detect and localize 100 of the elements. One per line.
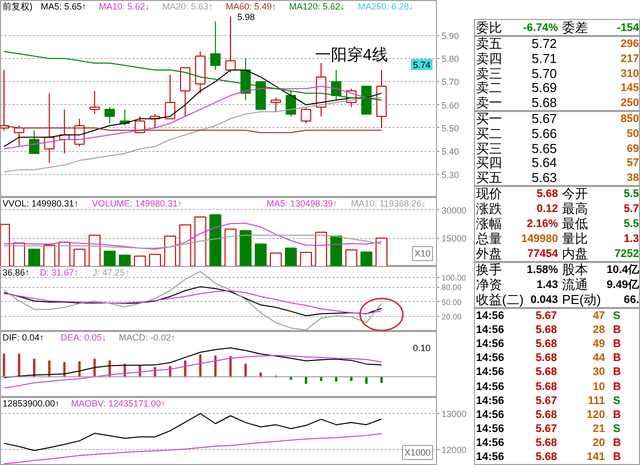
y-tick-label: 20.00 [442, 312, 462, 322]
text: 买三 5.65 [476, 140, 557, 156]
text: 5.68 [536, 324, 557, 336]
text: 流通 [562, 276, 588, 292]
text: 总量 [476, 230, 502, 246]
text: 卖二 5.69 [476, 80, 557, 96]
y-tick-label: 13000 [442, 409, 467, 420]
text: DIF: 0.04↑ [2, 332, 44, 342]
text: B [613, 352, 621, 364]
text: 14:56 [476, 352, 504, 364]
text: 111 [588, 394, 605, 407]
text: D: 31.67↑ [40, 268, 78, 278]
text: 5.5 [624, 188, 639, 200]
text: PE(动) [562, 292, 601, 307]
text: S [613, 422, 620, 435]
text: 28 [592, 324, 605, 336]
y-tick-label: 5.80 [442, 54, 460, 64]
text: 买一 5.67 [476, 111, 557, 126]
text: 5.67 [536, 310, 557, 322]
text: 卖四 5.71 [476, 50, 557, 66]
text: 卖三 5.70 [476, 65, 557, 81]
y-tick-label: 100.00 [442, 273, 467, 282]
text: 卖一 5.68 [476, 94, 557, 110]
text: 涨跌 [476, 201, 502, 216]
text: 5.68 [536, 436, 557, 449]
text: 5.68 [536, 450, 557, 464]
y-tick-label: 5.60 [442, 100, 460, 110]
text: DEA: 0.05↓ [60, 332, 106, 342]
text: 5.68 [536, 366, 557, 378]
y-tick-label: 5.90 [442, 30, 460, 41]
text: 今开 [562, 186, 588, 202]
text: 最低 [562, 216, 588, 232]
text: J: 47.25↑ [92, 268, 130, 278]
text: MAOBV: 12435171.00↑ [71, 398, 166, 408]
text: 5.68 [536, 352, 557, 364]
text: 20 [592, 436, 605, 449]
text: 66. [624, 294, 639, 306]
text: 1.58% [526, 264, 558, 276]
text: 买五 5.63 [476, 170, 557, 185]
text: 44 [592, 352, 605, 364]
text: B [613, 324, 621, 336]
text: 涨幅 [476, 216, 502, 232]
text: 145 [620, 82, 639, 94]
series-label: 36.86↑ [2, 268, 30, 278]
legend-label: MA250: 6.28↓ [358, 2, 414, 12]
text: 5.68 [536, 380, 557, 393]
text: 5.5 [624, 218, 639, 230]
text: MA10: 5.62↓ [98, 2, 150, 12]
text: 14:56 [476, 436, 504, 449]
chart-title: 前复权) [2, 2, 32, 12]
text: 5.68 [536, 188, 558, 200]
text: 10 [592, 380, 605, 393]
text: B [613, 436, 621, 449]
text: 49 [592, 338, 605, 350]
text: -6.74% [523, 21, 558, 34]
text: 股本 [562, 262, 588, 278]
text: 5.68 [536, 408, 557, 421]
text: 14:56 [476, 324, 504, 336]
text: B [613, 408, 621, 421]
y-tick-label: 5.70 [442, 77, 460, 88]
y-tick-label: 12000 [442, 444, 467, 455]
text: 38 [626, 172, 639, 184]
text: 296 [620, 38, 639, 50]
text: 310 [620, 67, 639, 80]
text: X1000 [404, 448, 431, 458]
text: 14:56 [476, 422, 504, 435]
text: MACD: -0.02↑ [118, 332, 176, 342]
text: 14:56 [476, 338, 504, 350]
text: 14:56 [476, 380, 504, 393]
text: 委差 [562, 19, 588, 35]
text: 买四 5.64 [476, 154, 557, 170]
text: -154 [616, 21, 639, 34]
text: 149980 [521, 232, 558, 245]
text: B [613, 450, 621, 464]
text: 5.67 [536, 394, 557, 407]
text: 买二 5.66 [476, 126, 557, 142]
y-tick-label: 80.00 [442, 283, 462, 292]
y-tick-label: 30000 [442, 205, 467, 216]
text: B [613, 380, 621, 393]
text: 141 [586, 450, 605, 464]
text: B [613, 366, 621, 378]
text: MA10: 119368.26↓ [350, 198, 426, 208]
text: 9.49亿 [606, 278, 639, 292]
text: 30 [592, 366, 605, 378]
text: 0.12 [536, 203, 558, 216]
text: 250 [620, 96, 639, 109]
y-tick-label: 5.30 [442, 170, 460, 180]
text: 2.16% [526, 218, 558, 230]
text: 21 [592, 422, 605, 435]
text: 50 [626, 128, 639, 140]
text: 5.74 [412, 60, 431, 70]
text: 77454 [527, 248, 558, 260]
text: 净资 [476, 276, 502, 292]
text: 0.043 [530, 294, 558, 306]
y-tick-label: 50.00 [442, 298, 462, 307]
text: 量比 [562, 230, 588, 246]
text: 14:56 [476, 450, 504, 464]
text: 12853900.00↑ [2, 398, 60, 408]
text: 69 [626, 142, 639, 155]
text: 5.7 [624, 203, 639, 216]
